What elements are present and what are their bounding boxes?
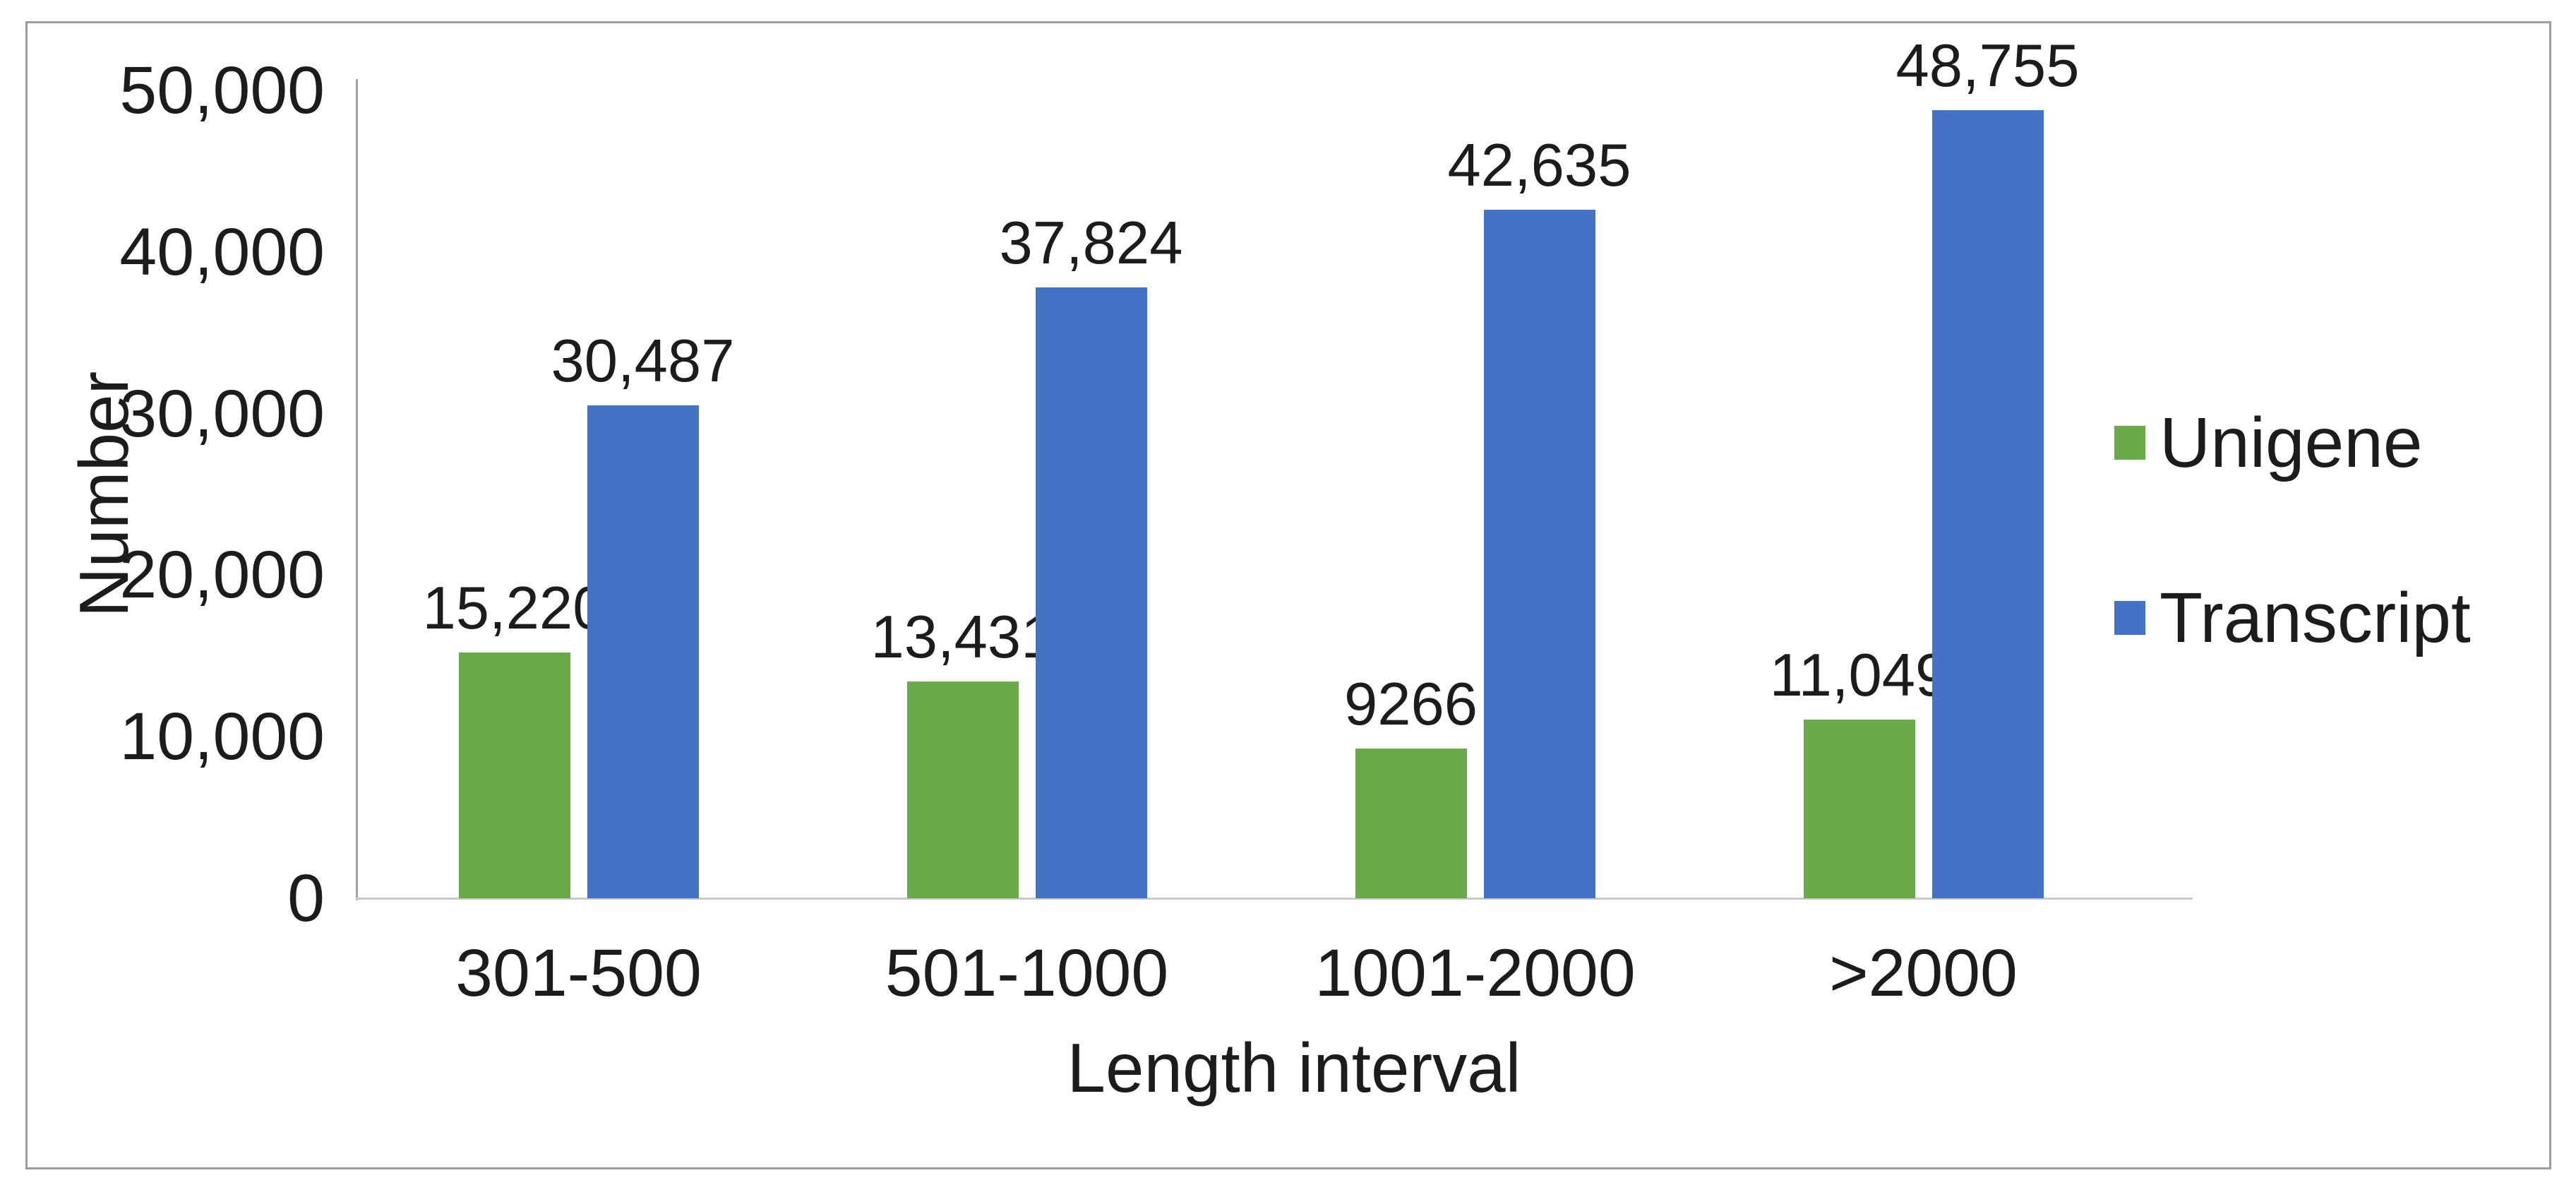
bar-transcript — [1035, 287, 1147, 898]
y-axis-tick-label: 50,000 — [119, 53, 325, 128]
bar-value-label: 42,635 — [1447, 131, 1631, 199]
bar-unigene — [906, 681, 1019, 898]
y-axis-tick-label: 30,000 — [119, 376, 325, 451]
x-axis-tick-label: >2000 — [1829, 936, 2018, 1011]
x-axis-line — [356, 898, 2193, 900]
figure-border — [25, 21, 2551, 1169]
bar-transcript — [587, 405, 699, 898]
y-axis-tick-label: 10,000 — [119, 699, 325, 775]
bar-value-label: 37,824 — [999, 209, 1183, 277]
bar-value-label: 11,049 — [1769, 642, 1949, 710]
bar-value-label: 13,431 — [870, 603, 1055, 671]
y-axis-tick-label: 40,000 — [119, 214, 325, 290]
bar-unigene — [1355, 748, 1467, 898]
x-axis-title: Length interval — [1067, 1029, 1521, 1107]
legend-label-transcript: Transcript — [2159, 578, 2471, 657]
y-axis-line — [356, 79, 358, 900]
bar-value-label: 9266 — [1343, 670, 1478, 738]
legend-swatch-unigene — [2114, 426, 2145, 460]
bar-unigene — [1803, 720, 1915, 898]
bar-value-label: 15,220 — [422, 574, 606, 642]
x-axis-tick-label: 1001-2000 — [1314, 936, 1636, 1011]
x-axis-tick-label: 501-1000 — [885, 936, 1169, 1011]
y-axis-tick-label: 0 — [287, 861, 325, 936]
legend-swatch-transcript — [2114, 601, 2145, 635]
legend-label-unigene: Unigene — [2159, 403, 2423, 482]
y-axis-title: Number — [65, 371, 143, 618]
legend-item-transcript: Transcript — [2114, 579, 2471, 657]
bar-unigene — [458, 652, 570, 898]
y-axis-tick-label: 20,000 — [119, 537, 325, 613]
bar-value-label: 30,487 — [551, 328, 735, 395]
bar-value-label: 48,755 — [1895, 32, 2080, 100]
bar-transcript — [1483, 209, 1595, 898]
legend-item-unigene: Unigene — [2114, 404, 2423, 482]
bar-transcript — [1931, 110, 2044, 898]
x-axis-tick-label: 301-500 — [455, 936, 702, 1011]
